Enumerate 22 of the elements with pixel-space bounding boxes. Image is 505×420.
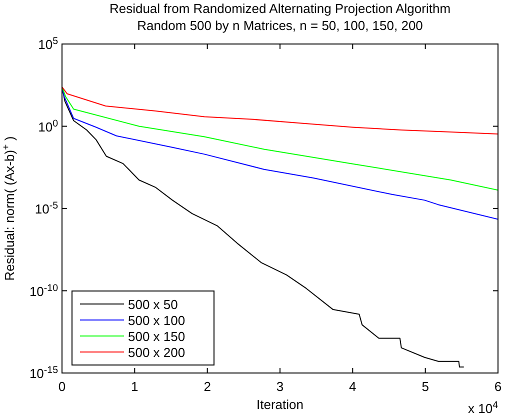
- x-tick-label: 4: [349, 379, 356, 394]
- legend-label: 500 x 50: [128, 297, 178, 312]
- y-tick-label: 10$^{-5}$: [34, 200, 59, 216]
- x-tick-label: 2: [204, 379, 211, 394]
- x-tick-label: 5: [422, 379, 429, 394]
- x-tick-label: 1: [131, 379, 138, 394]
- chart-title: Residual from Randomized Alternating Projection Algorithm: [109, 1, 451, 16]
- line-series: [62, 86, 498, 191]
- x-axis-title: Iteration: [256, 397, 304, 412]
- line-series: [62, 86, 498, 134]
- y-tick-label: 10$^{-15}$: [29, 364, 59, 381]
- legend-label: 500 x 100: [128, 313, 186, 328]
- x-tick-label: 0: [58, 379, 66, 394]
- chart-subtitle: Random 500 by n Matrices, n = 50, 100, 150, 200: [137, 18, 423, 33]
- legend-label: 500 x 200: [128, 345, 186, 360]
- y-tick-label: 10$^{-10}$: [29, 282, 59, 299]
- x-tick-label: 3: [276, 379, 284, 394]
- x-tick-label: 6: [494, 379, 502, 394]
- y-tick-label: 10$^{5}$: [38, 36, 59, 52]
- y-tick-label: 10$^{0}$: [38, 118, 59, 134]
- text: x 10$^{4}$: [468, 400, 499, 416]
- legend-label: 500 x 150: [128, 329, 186, 344]
